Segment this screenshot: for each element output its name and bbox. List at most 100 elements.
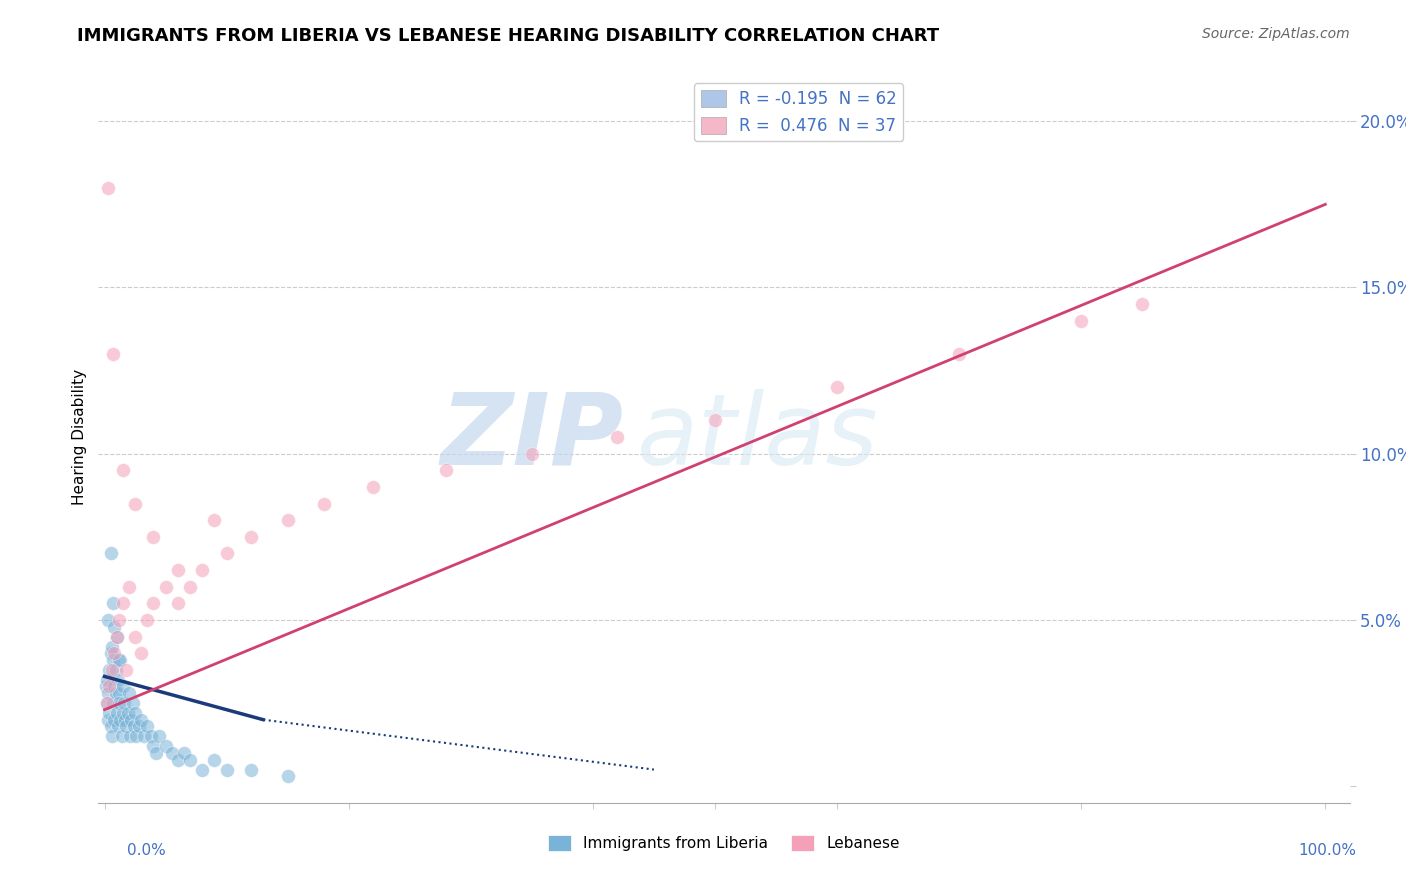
Point	[160, 746, 183, 760]
Point	[215, 546, 238, 560]
Point	[179, 753, 201, 767]
Point	[118, 580, 141, 594]
Point	[142, 739, 165, 754]
Point	[314, 497, 336, 511]
Point	[120, 713, 142, 727]
Point	[155, 580, 177, 594]
Point	[434, 463, 457, 477]
Point	[97, 713, 120, 727]
Text: 0.0%: 0.0%	[127, 843, 166, 858]
Point	[191, 763, 214, 777]
Text: ZIP: ZIP	[441, 389, 624, 485]
Point	[202, 753, 225, 767]
Point	[96, 673, 118, 687]
Point	[101, 640, 124, 654]
Point	[96, 696, 118, 710]
Point	[129, 646, 152, 660]
Point	[166, 563, 188, 577]
Point	[115, 719, 138, 733]
Point	[125, 729, 148, 743]
Point	[240, 763, 263, 777]
Point	[179, 580, 201, 594]
Point	[105, 630, 128, 644]
Point	[108, 686, 131, 700]
Point	[103, 680, 125, 694]
Point	[142, 596, 165, 610]
Point	[148, 729, 170, 743]
Point	[104, 663, 127, 677]
Point	[111, 680, 134, 694]
Point	[124, 706, 146, 720]
Point	[155, 739, 177, 754]
Point	[101, 596, 124, 610]
Point	[361, 480, 384, 494]
Point	[103, 619, 125, 633]
Point	[101, 696, 124, 710]
Point	[104, 686, 127, 700]
Point	[101, 663, 124, 677]
Point	[105, 706, 128, 720]
Text: atlas: atlas	[637, 389, 879, 485]
Point	[606, 430, 628, 444]
Point	[520, 447, 543, 461]
Point	[111, 596, 134, 610]
Point	[132, 729, 155, 743]
Point	[108, 696, 131, 710]
Text: Source: ZipAtlas.com: Source: ZipAtlas.com	[1202, 27, 1350, 41]
Point	[108, 613, 131, 627]
Point	[145, 746, 167, 760]
Point	[1070, 314, 1092, 328]
Point	[277, 513, 299, 527]
Y-axis label: Hearing Disability: Hearing Disability	[72, 369, 87, 505]
Point	[111, 463, 134, 477]
Point	[112, 696, 135, 710]
Point	[191, 563, 214, 577]
Point	[215, 763, 238, 777]
Point	[111, 706, 134, 720]
Point	[124, 497, 146, 511]
Point	[98, 706, 121, 720]
Point	[107, 673, 129, 687]
Point	[107, 719, 129, 733]
Point	[1130, 297, 1153, 311]
Point	[948, 347, 970, 361]
Point	[703, 413, 725, 427]
Point	[100, 646, 122, 660]
Point	[110, 653, 132, 667]
Point	[166, 596, 188, 610]
Point	[103, 646, 125, 660]
Point	[202, 513, 225, 527]
Point	[122, 719, 145, 733]
Point	[98, 680, 121, 694]
Point	[115, 663, 138, 677]
Point	[94, 680, 117, 694]
Point	[136, 613, 159, 627]
Legend: Immigrants from Liberia, Lebanese: Immigrants from Liberia, Lebanese	[543, 830, 905, 857]
Point	[100, 719, 122, 733]
Point	[101, 653, 124, 667]
Point	[142, 530, 165, 544]
Point	[96, 696, 118, 710]
Point	[128, 719, 150, 733]
Point	[139, 729, 162, 743]
Point	[240, 530, 263, 544]
Point	[120, 729, 142, 743]
Point	[124, 630, 146, 644]
Text: IMMIGRANTS FROM LIBERIA VS LEBANESE HEARING DISABILITY CORRELATION CHART: IMMIGRANTS FROM LIBERIA VS LEBANESE HEAR…	[77, 27, 939, 45]
Point	[101, 347, 124, 361]
Point	[277, 769, 299, 783]
Point	[117, 706, 139, 720]
Point	[101, 729, 124, 743]
Point	[97, 686, 120, 700]
Point	[173, 746, 195, 760]
Point	[103, 713, 125, 727]
Point	[136, 719, 159, 733]
Point	[98, 663, 121, 677]
Text: 100.0%: 100.0%	[1299, 843, 1357, 858]
Point	[118, 686, 141, 700]
Point	[108, 653, 131, 667]
Point	[100, 546, 122, 560]
Point	[110, 713, 132, 727]
Point	[121, 696, 143, 710]
Point	[129, 713, 152, 727]
